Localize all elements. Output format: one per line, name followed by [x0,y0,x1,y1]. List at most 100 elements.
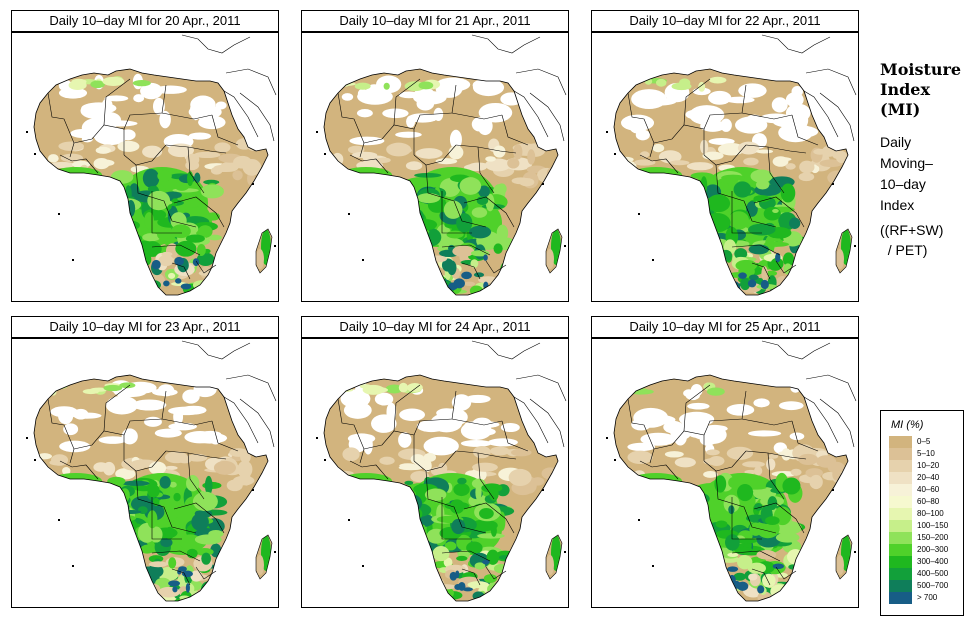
tropical-patch [205,212,220,221]
sahara-patch [168,406,204,416]
madagascar-dry [256,555,264,575]
panel-title: Daily 10–day MI for 21 Apr., 2011 [301,10,569,32]
horn-patch [229,448,249,457]
country-border [349,460,389,480]
tropical-patch [113,198,142,212]
southern-patch [751,245,769,252]
tropical-patch [414,227,421,247]
tropical-patch [775,532,800,543]
country-border [349,154,389,174]
sahel-patch [115,468,136,480]
sahara-patch [629,121,644,134]
sahara-patch [782,125,819,138]
southern-patch [447,260,457,276]
tropical-patch [401,234,415,252]
sahara-patch [436,408,457,418]
horn-patch [827,140,840,156]
southern-patch [211,267,221,279]
sahara-patch [465,394,491,404]
coast-patch [385,384,403,394]
southern-patch [762,573,776,588]
panel-title: Daily 10–day MI for 22 Apr., 2011 [591,10,859,32]
legend-label: 20–40 [917,473,940,482]
country-border [751,262,771,280]
tropical-patch [122,480,150,487]
country-border [461,262,481,280]
tropical-patch [703,212,731,233]
country-border [151,550,201,562]
sahel-patch [743,157,759,166]
sahara-patch [487,438,518,447]
wet-spot [180,283,192,290]
southern-patch [740,277,751,291]
country-border [731,550,781,562]
southern-patch [780,589,795,601]
sahel-patch [185,160,200,171]
southern-patch [765,270,778,277]
map-panel-24-apr: Daily 10–day MI for 24 Apr., 2011 [301,316,569,608]
country-border [171,568,191,586]
country-border [703,144,747,166]
sahara-patch [58,407,74,425]
legend-label: 500–700 [917,581,949,590]
tropical-patch [700,176,708,194]
country-border [425,470,487,534]
sahara-patch [157,384,175,397]
tropical-patch [496,224,509,242]
tropical-patch [725,534,740,551]
island-dot [638,519,640,521]
red-sea-coast [803,396,839,444]
coast-patch [706,387,725,396]
island-dot [348,519,350,521]
sahara-patch [416,420,446,433]
wet-spot [462,587,473,592]
tropical-patch [485,193,495,212]
mi-legend: MI (%) 0–5 5–10 10–20 20–40 40–60 60–80 80–100… [880,410,964,616]
country-border [715,164,777,228]
southern-patch [489,591,502,601]
tropical-patch [466,541,483,555]
africa-coastline [33,374,269,602]
country-border [59,154,99,174]
country-border [123,450,167,472]
sahel-patch [781,448,792,461]
country-border [161,112,213,120]
country-border [463,196,515,228]
island-dot [564,245,566,247]
country-border [501,114,529,146]
coast-patch [90,80,105,89]
madagascar-coastline [545,534,563,580]
legend-label: 40–60 [917,485,940,494]
horn-patch [827,461,845,473]
legend-label: 100–150 [917,521,949,530]
tropical-patch [748,223,776,236]
tropical-patch [763,206,781,221]
sahel-patch [744,469,757,475]
tropical-patch [752,487,777,500]
sahara-patch [398,432,412,448]
sahel-patch [142,145,163,158]
sahara-patch [140,82,163,100]
sahara-patch [349,136,385,146]
neighbor-coastline [471,34,567,142]
southern-patch [463,281,476,286]
country-border [441,191,472,234]
tropical-patch [471,478,486,489]
southern-patch [206,280,222,294]
tropical-patch [772,208,779,213]
southern-patch [723,286,730,295]
tropical-patch [733,181,752,198]
southern-patch [497,582,505,594]
map-svg [26,34,277,296]
legend-swatch [889,484,912,496]
tropical-patch [686,220,714,241]
country-border [703,450,747,472]
map-svg [606,34,857,296]
tropical-patch [119,515,137,521]
sahara-patch [407,113,438,123]
sahel-patch [342,447,360,462]
sahara-patch [159,110,171,129]
country-border [791,114,819,146]
sahel-patch [103,461,116,476]
sahel-patch [117,140,140,152]
